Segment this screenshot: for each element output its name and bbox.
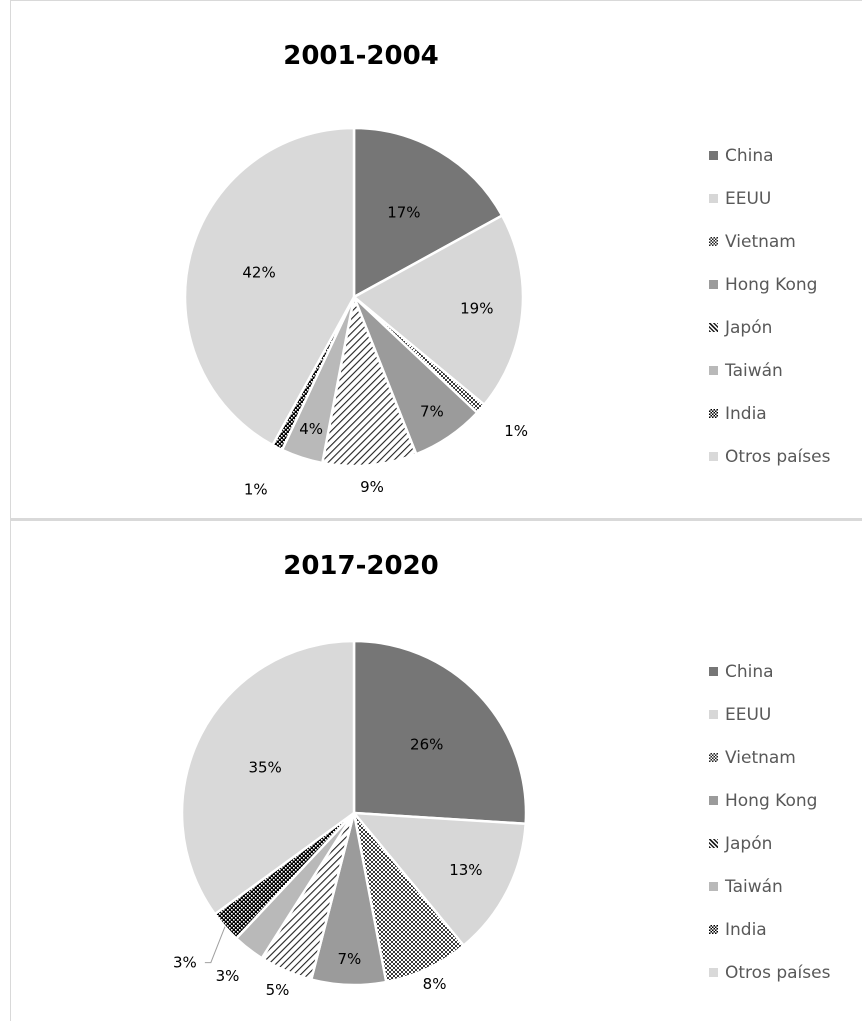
legend-item-india: India — [709, 392, 830, 435]
legend-swatch-icon — [709, 237, 718, 246]
legend-item-china: China — [709, 650, 830, 693]
legend-label: Vietnam — [725, 231, 796, 252]
legend-swatch-icon — [709, 882, 718, 891]
legend-swatch-icon — [709, 796, 718, 805]
legend-item-japon: Japón — [709, 822, 830, 865]
legend-item-taiwan: Taiwán — [709, 865, 830, 908]
legend-label: China — [725, 661, 774, 682]
legend-label: Taiwán — [725, 360, 783, 381]
legend-swatch-icon — [709, 753, 718, 762]
legend-label: India — [725, 403, 767, 424]
legend-swatch-icon — [709, 323, 718, 332]
legend-swatch-icon — [709, 194, 718, 203]
legend-item-india: India — [709, 908, 830, 951]
legend-swatch-icon — [709, 366, 718, 375]
slice-labels: 26% 13% 8% 7% 5% 3% 3% 35% — [173, 736, 483, 999]
leader-line — [204, 926, 226, 964]
slice-label-vietnam: 8% — [423, 975, 447, 993]
legend-item-japon: Japón — [709, 306, 830, 349]
slice-label-china: 26% — [410, 736, 443, 754]
slice-label-taiwan: 4% — [299, 420, 323, 438]
pie-slices — [180, 639, 528, 987]
slice-label-hong-kong: 7% — [338, 950, 362, 968]
legend-item-vietnam: Vietnam — [709, 220, 830, 263]
legend-swatch-icon — [709, 968, 718, 977]
slice-labels: 17% 19% 1% 7% 9% 4% 1% 42% — [242, 204, 528, 499]
pie-slices — [183, 126, 525, 468]
legend-item-hong-kong: Hong Kong — [709, 263, 830, 306]
legend-swatch-icon — [709, 151, 718, 160]
slice-label-china: 17% — [387, 204, 420, 222]
slice-label-japon: 9% — [360, 478, 384, 496]
pie-chart-2001-2004: 17% 19% 1% 7% 9% 4% 1% 42% — [183, 126, 528, 499]
legend-label: India — [725, 919, 767, 940]
legend-swatch-icon — [709, 925, 718, 934]
chart-panel-2017-2020: 2017-2020 26% 13% 8% 7% 5% 3% 3% 35% China EEUU… — [10, 520, 862, 1021]
legend-label: Vietnam — [725, 747, 796, 768]
legend-label: Otros países — [725, 962, 831, 983]
legend-swatch-icon — [709, 452, 718, 461]
legend-swatch-icon — [709, 409, 718, 418]
legend: China EEUU Vietnam Hong Kong Japón Taiwá… — [709, 134, 830, 478]
legend-swatch-icon — [709, 667, 718, 676]
legend-item-china: China — [709, 134, 830, 177]
legend-item-taiwan: Taiwán — [709, 349, 830, 392]
legend-label: Japón — [725, 833, 773, 854]
slice-label-japon: 5% — [266, 981, 290, 999]
legend-label: China — [725, 145, 774, 166]
slice-label-vietnam: 1% — [504, 422, 528, 440]
legend-item-eeuu: EEUU — [709, 693, 830, 736]
legend-swatch-icon — [709, 710, 718, 719]
legend-label: Taiwán — [725, 876, 783, 897]
legend-label: Hong Kong — [725, 790, 818, 811]
pie-slice-otros-paises — [180, 639, 356, 916]
slice-label-taiwan: 3% — [216, 967, 240, 985]
legend-item-eeuu: EEUU — [709, 177, 830, 220]
legend-label: Hong Kong — [725, 274, 818, 295]
legend-label: Otros países — [725, 446, 831, 467]
pie-slice-china — [352, 126, 504, 300]
legend-label: Japón — [725, 317, 773, 338]
slice-label-eeuu: 19% — [460, 300, 493, 318]
legend-item-otros-paises: Otros países — [709, 435, 830, 478]
pie-slice-china — [352, 639, 528, 826]
legend-item-otros-paises: Otros países — [709, 951, 830, 994]
slice-label-otros-paises: 42% — [242, 264, 275, 282]
pie-slice-otros-paises — [183, 126, 356, 447]
chart-title: 2001-2004 — [283, 41, 439, 71]
slice-label-hong-kong: 7% — [420, 403, 444, 421]
legend-swatch-icon — [709, 839, 718, 848]
legend-item-vietnam: Vietnam — [709, 736, 830, 779]
pie-slice-japon — [320, 292, 418, 468]
legend-item-hong-kong: Hong Kong — [709, 779, 830, 822]
legend-label: EEUU — [725, 704, 772, 725]
legend: China EEUU Vietnam Hong Kong Japón Taiwá… — [709, 650, 830, 994]
pie-slice-eeuu — [351, 811, 527, 948]
slice-label-eeuu: 13% — [449, 861, 482, 879]
chart-title: 2017-2020 — [283, 551, 439, 581]
pie-slice-eeuu — [351, 213, 525, 407]
legend-label: EEUU — [725, 188, 772, 209]
slice-label-india: 1% — [244, 481, 268, 499]
slice-label-otros-paises: 35% — [248, 759, 281, 777]
pie-chart-2017-2020: 26% 13% 8% 7% 5% 3% 3% 35% — [173, 639, 528, 999]
legend-swatch-icon — [709, 280, 718, 289]
chart-panel-2001-2004: 2001-2004 17% 19% 1% 7% 9% 4% 1% 42% China EEUU… — [10, 0, 862, 520]
slice-label-india: 3% — [173, 954, 197, 972]
